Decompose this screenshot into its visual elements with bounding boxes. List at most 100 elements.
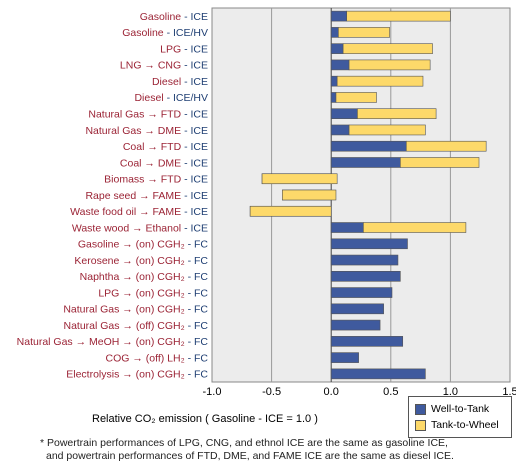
bar-tank-to-wheel	[282, 189, 337, 201]
category-label: Gasoline - ICE/HV	[122, 27, 208, 39]
bar-well-to-tank	[330, 303, 384, 315]
category-fuel-label: LPG → (on) CGH₂	[98, 287, 184, 299]
bar-tank-to-wheel	[357, 108, 437, 119]
category-fuel-label: Biomass → FTD	[104, 174, 181, 186]
category-powertrain-label: - FC	[185, 304, 209, 316]
category-label: Natural Gas → DME - ICE	[85, 125, 208, 137]
category-powertrain-label: - ICE	[181, 206, 208, 218]
bar-well-to-tank	[330, 287, 393, 298]
category-powertrain-label: - ICE	[181, 43, 208, 55]
footnote-line-2: and powertrain performances of FTD, DME,…	[46, 450, 454, 462]
category-fuel-label: Electrolysis → (on) CGH₂	[66, 369, 184, 381]
category-fuel-label: Waste wood → Ethanol	[72, 222, 181, 234]
x-tick-label: 0.0	[324, 386, 339, 398]
bar-tank-to-wheel	[346, 10, 451, 22]
category-fuel-label: LNG → CNG	[120, 60, 181, 72]
category-label: Gasoline → (on) CGH₂ - FC	[78, 239, 209, 251]
category-fuel-label: Diesel	[152, 76, 181, 88]
category-fuel-label: Coal → FTD	[123, 141, 182, 153]
plot-area	[211, 7, 511, 383]
category-powertrain-label: - ICE	[181, 76, 208, 88]
category-label: Waste food oil → FAME - ICE	[70, 206, 208, 218]
bar-tank-to-wheel	[363, 222, 467, 233]
category-powertrain-label: - ICE	[181, 125, 208, 137]
bar-well-to-tank	[330, 92, 337, 103]
category-fuel-label: Gasoline	[140, 11, 182, 23]
bar-well-to-tank	[330, 59, 350, 71]
x-axis-label: Relative CO₂ emission ( Gasoline - ICE =…	[92, 413, 318, 425]
category-label: LNG → CNG - ICE	[120, 60, 208, 72]
category-label: Rape seed → FAME - ICE	[85, 190, 208, 202]
category-powertrain-label: - FC	[185, 320, 209, 332]
category-label: Coal → FTD - ICE	[123, 141, 208, 153]
bar-well-to-tank	[330, 124, 350, 136]
category-fuel-label: Natural Gas → MeOH → (on) CGH₂	[17, 336, 185, 348]
category-fuel-label: Natural Gas → (on) CGH₂	[63, 304, 184, 316]
category-fuel-label: Natural Gas → DME	[85, 125, 181, 137]
category-powertrain-label: - ICE	[181, 157, 208, 169]
footnote: * Powertrain performances of LPG, CNG, a…	[40, 437, 454, 463]
category-label: Natural Gas → (off) CGH₂ - FC	[64, 320, 209, 332]
x-tick-labels: -1.0 -0.5 0.0 0.5 1.0 1.5	[203, 386, 516, 398]
bar-tank-to-wheel	[400, 157, 480, 168]
x-tick-label: -0.5	[262, 386, 281, 398]
category-label: Kerosene → (on) CGH₂ - FC	[74, 255, 208, 267]
legend-item-well-to-tank: Well-to-Tank	[415, 403, 489, 415]
category-fuel-label: LPG	[160, 43, 181, 55]
category-powertrain-label: - FC	[185, 336, 209, 348]
category-fuel-label: Rape seed → FAME	[85, 190, 181, 202]
bar-well-to-tank	[330, 238, 408, 250]
bar-well-to-tank	[330, 75, 338, 87]
category-powertrain-label: - ICE	[181, 11, 208, 23]
category-powertrain-label: - ICE/HV	[164, 27, 208, 39]
legend: Well-to-Tank Tank-to-Wheel	[408, 396, 512, 438]
category-fuel-label: Kerosene → (on) CGH₂	[74, 255, 184, 267]
x-tick-label: -1.0	[203, 386, 222, 398]
legend-swatch-tank-to-wheel	[415, 419, 426, 431]
bar-tank-to-wheel	[405, 140, 487, 152]
bars-layer	[249, 10, 487, 380]
category-powertrain-label: - FC	[185, 255, 209, 267]
category-label: Naphtha → (on) CGH₂ - FC	[80, 271, 209, 283]
x-tick-label: 0.5	[383, 386, 398, 398]
category-powertrain-label: - FC	[185, 352, 209, 364]
category-powertrain-label: - ICE	[181, 108, 208, 120]
category-fuel-label: Diesel	[134, 92, 163, 104]
category-label: LPG - ICE	[160, 43, 208, 55]
category-powertrain-label: - ICE	[181, 190, 208, 202]
bar-tank-to-wheel	[335, 92, 377, 103]
category-label: Coal → DME - ICE	[120, 157, 208, 169]
bar-tank-to-wheel	[336, 75, 424, 87]
category-label: LPG → (on) CGH₂ - FC	[98, 287, 208, 299]
bar-well-to-tank	[330, 319, 381, 331]
category-fuel-label: Gasoline	[122, 27, 164, 39]
category-fuel-label: Gasoline → (on) CGH₂	[78, 239, 185, 251]
bar-well-to-tank	[330, 222, 364, 233]
category-label: Natural Gas → MeOH → (on) CGH₂ - FC	[17, 336, 209, 348]
category-powertrain-label: - ICE	[181, 60, 208, 72]
bar-well-to-tank	[330, 43, 344, 54]
category-fuel-label: Natural Gas → (off) CGH₂	[64, 320, 185, 332]
bar-well-to-tank	[330, 108, 358, 119]
category-label: Electrolysis → (on) CGH₂ - FC	[66, 369, 208, 381]
legend-swatch-well-to-tank	[415, 403, 426, 415]
category-label: Waste wood → Ethanol - ICE	[72, 222, 208, 234]
bar-well-to-tank	[330, 352, 359, 363]
bar-tank-to-wheel	[249, 205, 332, 217]
category-powertrain-label: - FC	[185, 287, 209, 299]
legend-label-tank-to-wheel: Tank-to-Wheel	[431, 419, 499, 431]
bar-well-to-tank	[330, 271, 401, 282]
bar-well-to-tank	[330, 336, 404, 347]
category-fuel-label: Coal → DME	[120, 157, 181, 169]
category-label: Natural Gas → (on) CGH₂ - FC	[63, 304, 208, 316]
category-powertrain-label: - FC	[185, 239, 209, 251]
x-tick-label: 1.5	[502, 386, 516, 398]
category-powertrain-label: - ICE	[181, 174, 208, 186]
category-fuel-label: COG → (off) LH₂	[106, 352, 185, 364]
bar-tank-to-wheel	[342, 43, 433, 54]
category-label: Diesel - ICE/HV	[134, 92, 208, 104]
category-label: Diesel - ICE	[152, 76, 208, 88]
category-label: Natural Gas → FTD - ICE	[88, 108, 208, 120]
bar-well-to-tank	[330, 254, 399, 266]
category-fuel-label: Naphtha → (on) CGH₂	[80, 271, 185, 283]
